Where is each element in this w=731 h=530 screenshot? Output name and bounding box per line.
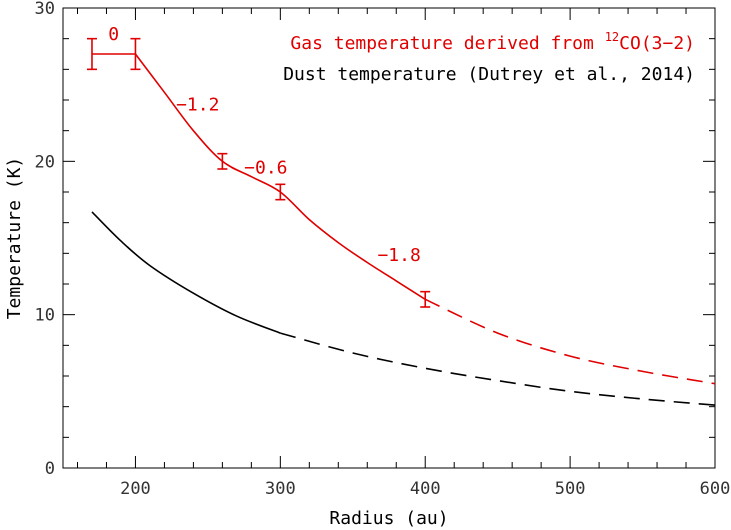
axis-ticks (63, 7, 716, 469)
y-tick-label: 0 (45, 459, 55, 479)
x-axis-label: Radius (au) (329, 508, 448, 529)
x-tick-label: 200 (120, 479, 151, 499)
y-axis-label: Temperature (K) (4, 157, 25, 320)
legend-gas: Gas temperature derived from 12CO(3−2) (290, 30, 695, 54)
gas-dashed-line (424, 298, 716, 385)
legend-dust: Dust temperature (Dutrey et al., 2014) (283, 64, 695, 85)
plot-frame (62, 7, 716, 469)
y-tick-label: 30 (35, 0, 55, 19)
legend-gas-prefix: Gas temperature derived from (290, 33, 604, 54)
slope-label: 0 (108, 24, 119, 45)
legend-gas-suffix: CO(3−2) (619, 33, 695, 54)
y-tick-label: 20 (35, 152, 55, 172)
error-bars (86, 37, 431, 308)
legend-gas-superscript: 12 (605, 30, 619, 44)
x-tick-label: 300 (265, 479, 296, 499)
slope-label: −0.6 (244, 157, 287, 178)
x-tick-label: 600 (700, 479, 731, 499)
slope-label: −1.8 (377, 245, 420, 266)
dust-dashed-line (280, 332, 716, 406)
slope-annotations: 0 −1.2 −0.6 −1.8 (108, 24, 421, 266)
x-tick-labels: 200 300 400 500 600 (120, 479, 730, 499)
dust-solid-line (91, 211, 281, 334)
y-tick-labels: 0 10 20 30 (35, 0, 55, 479)
y-tick-label: 10 (35, 306, 55, 326)
slope-label: −1.2 (176, 95, 219, 116)
x-tick-label: 400 (410, 479, 441, 499)
x-tick-label: 500 (555, 479, 586, 499)
